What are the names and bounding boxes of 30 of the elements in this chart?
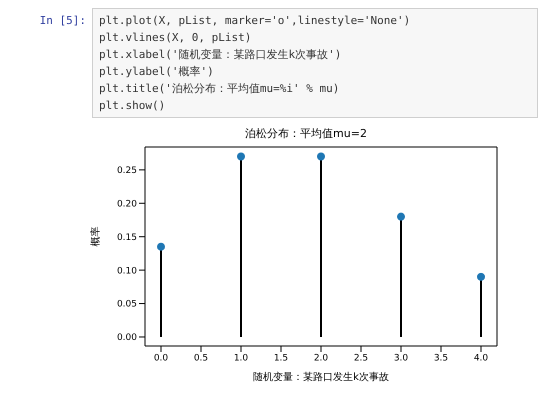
y-tick-label: 0.10 [116,266,138,276]
y-tick-label: 0.00 [116,333,138,344]
x-axis-title: 随机变量：某路口发生k次事故 [253,371,389,383]
text: plt.show() [99,98,166,114]
x-tick-label: 2.0 [314,353,328,364]
point [477,272,485,281]
point [157,242,165,251]
text: plt.vlines(X, 0, pList) [99,30,252,46]
y-axis-title: 概率 [90,226,102,246]
x-tick-label: 4.0 [474,353,488,364]
point [237,152,245,160]
text: plt.title('泊松分布：平均值mu=%i' % mu) [99,81,340,97]
x-tick-label: 0.0 [154,353,168,364]
text: plt.plot(X, pList, marker='o',linestyle='None') [99,13,412,29]
x-tick-label: 2.5 [354,353,368,364]
text: plt.ylabel('概率') [99,64,215,80]
y-tick-label: 0.25 [116,166,137,176]
point [397,212,405,221]
text: plt.xlabel('随机变量：某路口发生k次事故') [99,47,342,63]
y-tick-label: 0.15 [116,232,137,243]
text: In [5]: [38,13,87,27]
chart-title: 泊松分布：平均值mu=2 [244,126,368,141]
point [317,152,325,160]
x-tick-label: 3.5 [434,353,448,364]
y-tick-label: 0.20 [116,199,138,210]
x-tick-label: 3.0 [394,353,408,364]
x-tick-label: 1.0 [234,353,248,364]
x-tick-label: 0.5 [194,353,208,364]
y-tick-label: 0.05 [116,300,137,310]
x-tick-label: 1.5 [274,353,288,364]
